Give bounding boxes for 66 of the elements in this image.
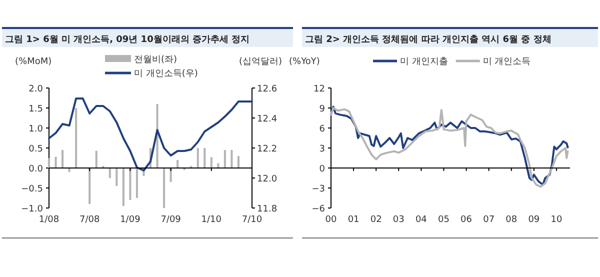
y-tick-label: −0.5 [21,184,43,194]
x-tick-label: 03 [392,215,404,225]
x-tick-label: 7/08 [79,215,100,225]
y-tick-label: 3 [319,144,325,154]
x-tick-label: 7/09 [160,215,182,225]
bar [62,150,64,168]
y-tick-label: 2.0 [28,84,44,94]
legend-label: 전월비(좌) [134,55,178,65]
chart-title: 그림 2> 개인소득 정체됨에 따라 개인지출 역시 6월 중 정체 [305,34,552,45]
x-tick-label: 7/10 [242,215,262,225]
y2-axis-title: (십억달러) [238,57,282,67]
x-tick-label: 1/10 [201,215,222,225]
bar [129,168,132,200]
y2-tick-label: 12.6 [257,84,278,94]
bar [116,168,118,186]
legend-label: 미 개인소득(우) [134,69,198,79]
bar [95,150,98,168]
x-tick-label: 06 [460,215,472,225]
y-tick-label: 0.0 [28,164,44,174]
y-tick-label: 6 [319,124,326,134]
y-tick-label: −1.0 [21,204,44,214]
bar [75,108,78,168]
legend-label: 미 개인지출 [400,57,448,67]
x-tick-label: 08 [506,215,518,225]
chart-title: 그림 1> 6월 미 개인소득, 09년 10월이래의 증가추세 정지 [5,35,250,45]
bar [176,160,179,168]
bar [237,156,240,168]
bar [230,150,233,168]
y-tick-label: 1.0 [28,124,44,134]
bar [108,168,111,178]
y2-tick-label: 12.2 [257,144,278,154]
y2-tick-label: 11.8 [257,204,278,214]
x-tick-label: 04 [415,215,428,225]
bar [210,157,212,168]
y-tick-label: 0.5 [28,144,43,154]
y2-tick-label: 12.4 [257,114,278,124]
y-tick-label: −3 [312,184,325,194]
bar [163,168,166,208]
x-tick-label: 1/09 [120,215,141,225]
y-axis-title: (%MoM) [15,57,52,67]
bar [217,163,220,168]
x-tick-label: 07 [483,215,495,225]
x-tick-label: 05 [438,215,450,225]
y-tick-label: 9 [319,104,326,114]
bar [48,158,50,168]
x-tick-label: 1/08 [38,215,60,225]
y-axis-title: (%YoY) [289,57,320,67]
x-tick-label: 00 [325,215,337,225]
y-tick-label: 1.5 [28,104,43,114]
y-tick-label: 0 [319,164,326,174]
bar [196,148,199,168]
y2-tick-label: 12.0 [257,174,278,184]
bar [224,150,226,168]
bar [136,168,138,198]
bar [204,148,206,168]
y-tick-label: −6 [312,204,326,214]
line-series [48,98,253,172]
y-tick-label: 12 [314,84,325,94]
x-tick-label: 01 [348,215,360,225]
x-tick-label: 10 [550,215,562,225]
bar [88,168,91,204]
x-tick-label: 09 [528,215,540,225]
bar [122,168,124,206]
bar [54,156,57,168]
legend-label: 미 개인소득 [482,57,531,67]
x-tick-label: 02 [370,215,382,225]
